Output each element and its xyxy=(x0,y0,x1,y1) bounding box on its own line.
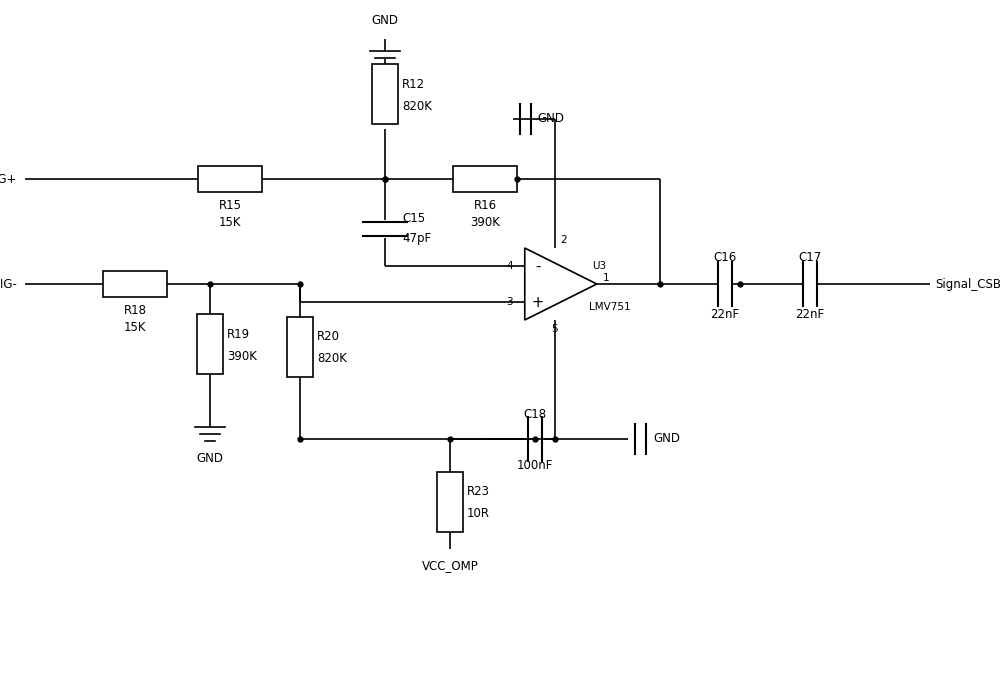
Text: C16: C16 xyxy=(713,251,737,264)
Text: 820K: 820K xyxy=(402,99,432,112)
Text: GND: GND xyxy=(197,452,224,465)
Bar xyxy=(372,64,398,124)
Bar xyxy=(103,271,167,297)
Text: C15: C15 xyxy=(402,212,425,226)
Text: GND: GND xyxy=(653,432,680,446)
Bar xyxy=(198,166,262,192)
Text: 15K: 15K xyxy=(219,216,241,229)
Text: U3: U3 xyxy=(592,261,606,271)
Text: GND: GND xyxy=(372,14,399,27)
Text: R15: R15 xyxy=(219,199,242,212)
Text: VCC_OMP: VCC_OMP xyxy=(422,559,478,572)
Text: 15K: 15K xyxy=(124,321,146,334)
Text: 3: 3 xyxy=(506,297,513,307)
Text: R18: R18 xyxy=(124,304,147,317)
Text: +: + xyxy=(532,294,544,310)
Text: CSB_SIG+: CSB_SIG+ xyxy=(0,173,17,185)
Text: Signal_CSB: Signal_CSB xyxy=(935,278,1000,291)
Text: C18: C18 xyxy=(523,408,547,421)
Text: 47pF: 47pF xyxy=(402,232,431,246)
Text: 10R: 10R xyxy=(467,507,490,520)
Bar xyxy=(437,471,463,532)
Text: 2: 2 xyxy=(560,235,567,245)
Bar xyxy=(287,316,313,377)
Text: 5: 5 xyxy=(552,324,558,334)
Text: 100nF: 100nF xyxy=(517,459,553,472)
Text: 1: 1 xyxy=(603,273,609,283)
Text: CSB_SIG-: CSB_SIG- xyxy=(0,278,17,291)
Bar xyxy=(453,166,517,192)
Text: LMV751: LMV751 xyxy=(589,302,630,312)
Text: R12: R12 xyxy=(402,78,425,90)
Text: R16: R16 xyxy=(473,199,497,212)
Text: R23: R23 xyxy=(467,485,490,498)
Text: 820K: 820K xyxy=(317,352,347,365)
Text: 22nF: 22nF xyxy=(710,308,740,321)
Text: C17: C17 xyxy=(798,251,822,264)
Bar xyxy=(197,314,223,374)
Text: -: - xyxy=(535,258,540,273)
Text: 22nF: 22nF xyxy=(795,308,825,321)
Text: 390K: 390K xyxy=(227,350,257,362)
Text: 4: 4 xyxy=(506,261,513,271)
Text: R20: R20 xyxy=(317,330,340,343)
Text: R19: R19 xyxy=(227,328,250,341)
Text: GND: GND xyxy=(537,112,564,126)
Text: 390K: 390K xyxy=(470,216,500,229)
